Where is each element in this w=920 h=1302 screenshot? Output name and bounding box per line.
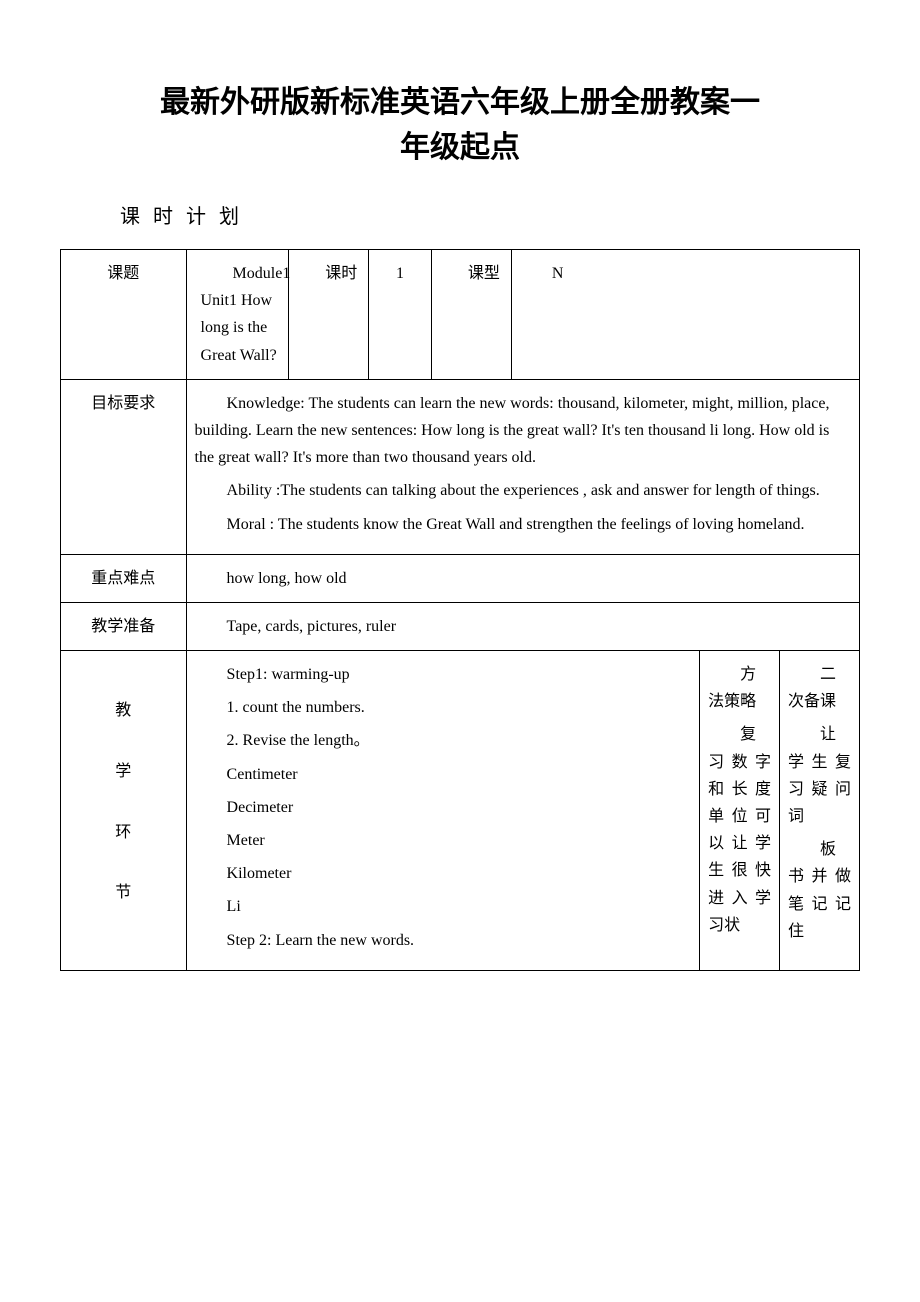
keti-value: Module1 Unit1 How long is the Great Wall… (186, 250, 289, 380)
second-prep: 二次备课 让学生复习疑问词 板书并做笔记记住 (780, 651, 860, 971)
zhongdian-content: how long, how old (186, 554, 859, 602)
table-row: 目标要求 Knowledge: The students can learn t… (61, 379, 860, 554)
label-mubiao: 目标要求 (61, 379, 187, 554)
zhunbei-content: Tape, cards, pictures, ruler (186, 602, 859, 650)
label-keshi: 课时 (289, 250, 369, 380)
table-row: 教学准备 Tape, cards, pictures, ruler (61, 602, 860, 650)
goal-knowledge: Knowledge: The students can learn the ne… (195, 390, 851, 472)
mubiao-content: Knowledge: The students can learn the ne… (186, 379, 859, 554)
label-jiaoxue-zhunbei: 教学准备 (61, 602, 187, 650)
label-zhongdian: 重点难点 (61, 554, 187, 602)
title-line-2: 年级起点 (400, 131, 520, 164)
title-line-1: 最新外研版新标准英语六年级上册全册教案一 (160, 86, 760, 119)
goal-moral: Moral : The students know the Great Wall… (195, 511, 851, 538)
label-keti: 课题 (61, 250, 187, 380)
keshi-value: 1 (369, 250, 432, 380)
document-title: 最新外研版新标准英语六年级上册全册教案一 年级起点 (60, 80, 860, 170)
table-row: 课题 Module1 Unit1 How long is the Great W… (61, 250, 860, 380)
lesson-plan-table: 课题 Module1 Unit1 How long is the Great W… (60, 249, 860, 971)
goal-ability: Ability :The students can talking about … (195, 477, 851, 504)
table-row: 重点难点 how long, how old (61, 554, 860, 602)
subtitle: 课 时 计 划 (60, 200, 860, 229)
table-row: 教 学 环 节 Step1: warming-up 1. count the n… (61, 651, 860, 971)
method-strategy: 方法策略 复习数字和长度单位可以让学生很快进入学习状 (700, 651, 780, 971)
label-jiaoxue-huanjie: 教 学 环 节 (61, 651, 187, 971)
label-kexing: 课型 (431, 250, 511, 380)
teaching-steps: Step1: warming-up 1. count the numbers. … (186, 651, 700, 971)
kexing-value: N (511, 250, 859, 380)
